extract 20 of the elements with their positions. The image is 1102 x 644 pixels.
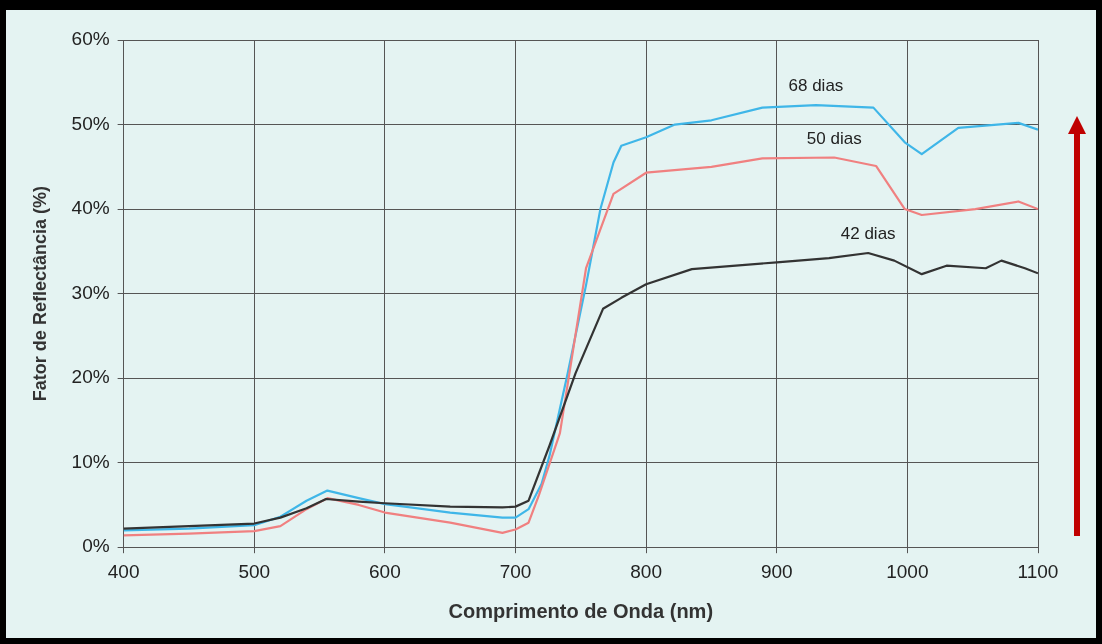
x-tick-label: 500 [238,560,271,582]
x-axis-title: Comprimento de Onda (nm) [448,599,714,622]
series-label: 50 dias [806,128,862,148]
y-tick-label: 20% [71,366,110,388]
y-axis-title: Fator de Reflectância (%) [29,186,50,402]
series-label: 42 dias [840,224,896,244]
x-tick-label: 400 [107,560,140,582]
series-label: 68 dias [788,76,844,96]
x-tick-label: 600 [369,560,401,582]
x-tick-label: 1000 [886,560,929,582]
y-tick-label: 30% [71,281,110,303]
x-tick-label: 700 [499,560,532,582]
y-tick-label: 60% [71,28,110,50]
y-tick-label: 40% [71,197,110,219]
y-tick-label: 10% [71,450,110,472]
x-tick-label: 800 [630,560,662,582]
y-tick-label: 50% [71,112,110,134]
x-tick-label: 900 [760,560,793,582]
y-tick-label: 0% [82,535,110,557]
x-tick-label: 1100 [1017,560,1059,582]
